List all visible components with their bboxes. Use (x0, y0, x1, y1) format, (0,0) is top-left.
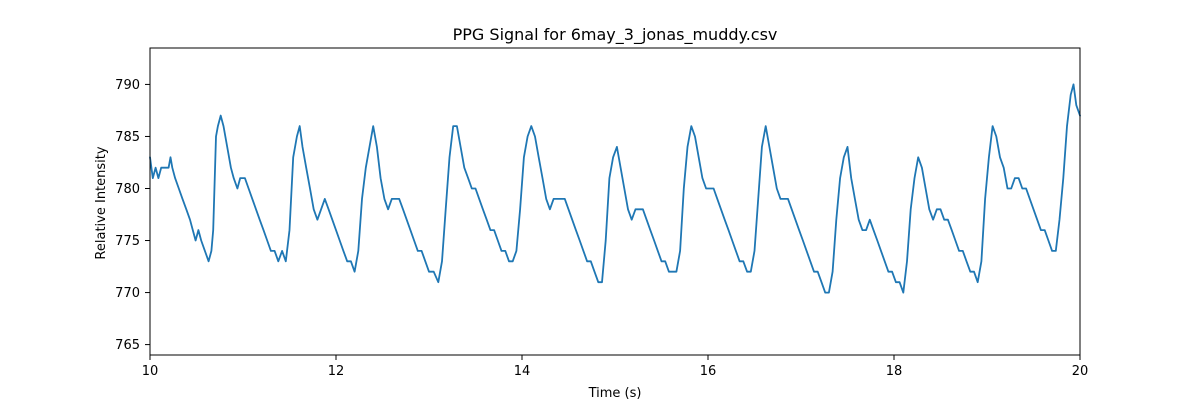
x-tick-label-20: 20 (1072, 364, 1089, 379)
plot-area (149, 47, 1081, 356)
y-tick-label-790: 790 (115, 78, 140, 93)
x-axis-label: Time (s) (588, 386, 642, 400)
y-tick-label-780: 780 (115, 182, 140, 197)
y-axis-label: Relative Intensity (94, 146, 109, 259)
x-tick-label-10: 10 (142, 364, 159, 379)
x-tick-label-16: 16 (700, 364, 717, 379)
ppg-signal-line (149, 83, 1081, 294)
y-tick-label-765: 765 (115, 338, 140, 353)
x-axis: 10 12 14 16 18 20 (142, 355, 1089, 379)
chart-title: PPG Signal for 6may_3_jonas_muddy.csv (453, 25, 778, 45)
y-axis: 765 770 775 780 785 790 (115, 78, 150, 353)
y-tick-label-775: 775 (115, 234, 140, 249)
x-tick-label-18: 18 (886, 364, 903, 379)
x-tick-label-12: 12 (328, 364, 345, 379)
axes-frame (149, 47, 1081, 356)
x-tick-label-14: 14 (514, 364, 531, 379)
y-tick-label-785: 785 (115, 130, 140, 145)
y-tick-label-770: 770 (115, 286, 140, 301)
